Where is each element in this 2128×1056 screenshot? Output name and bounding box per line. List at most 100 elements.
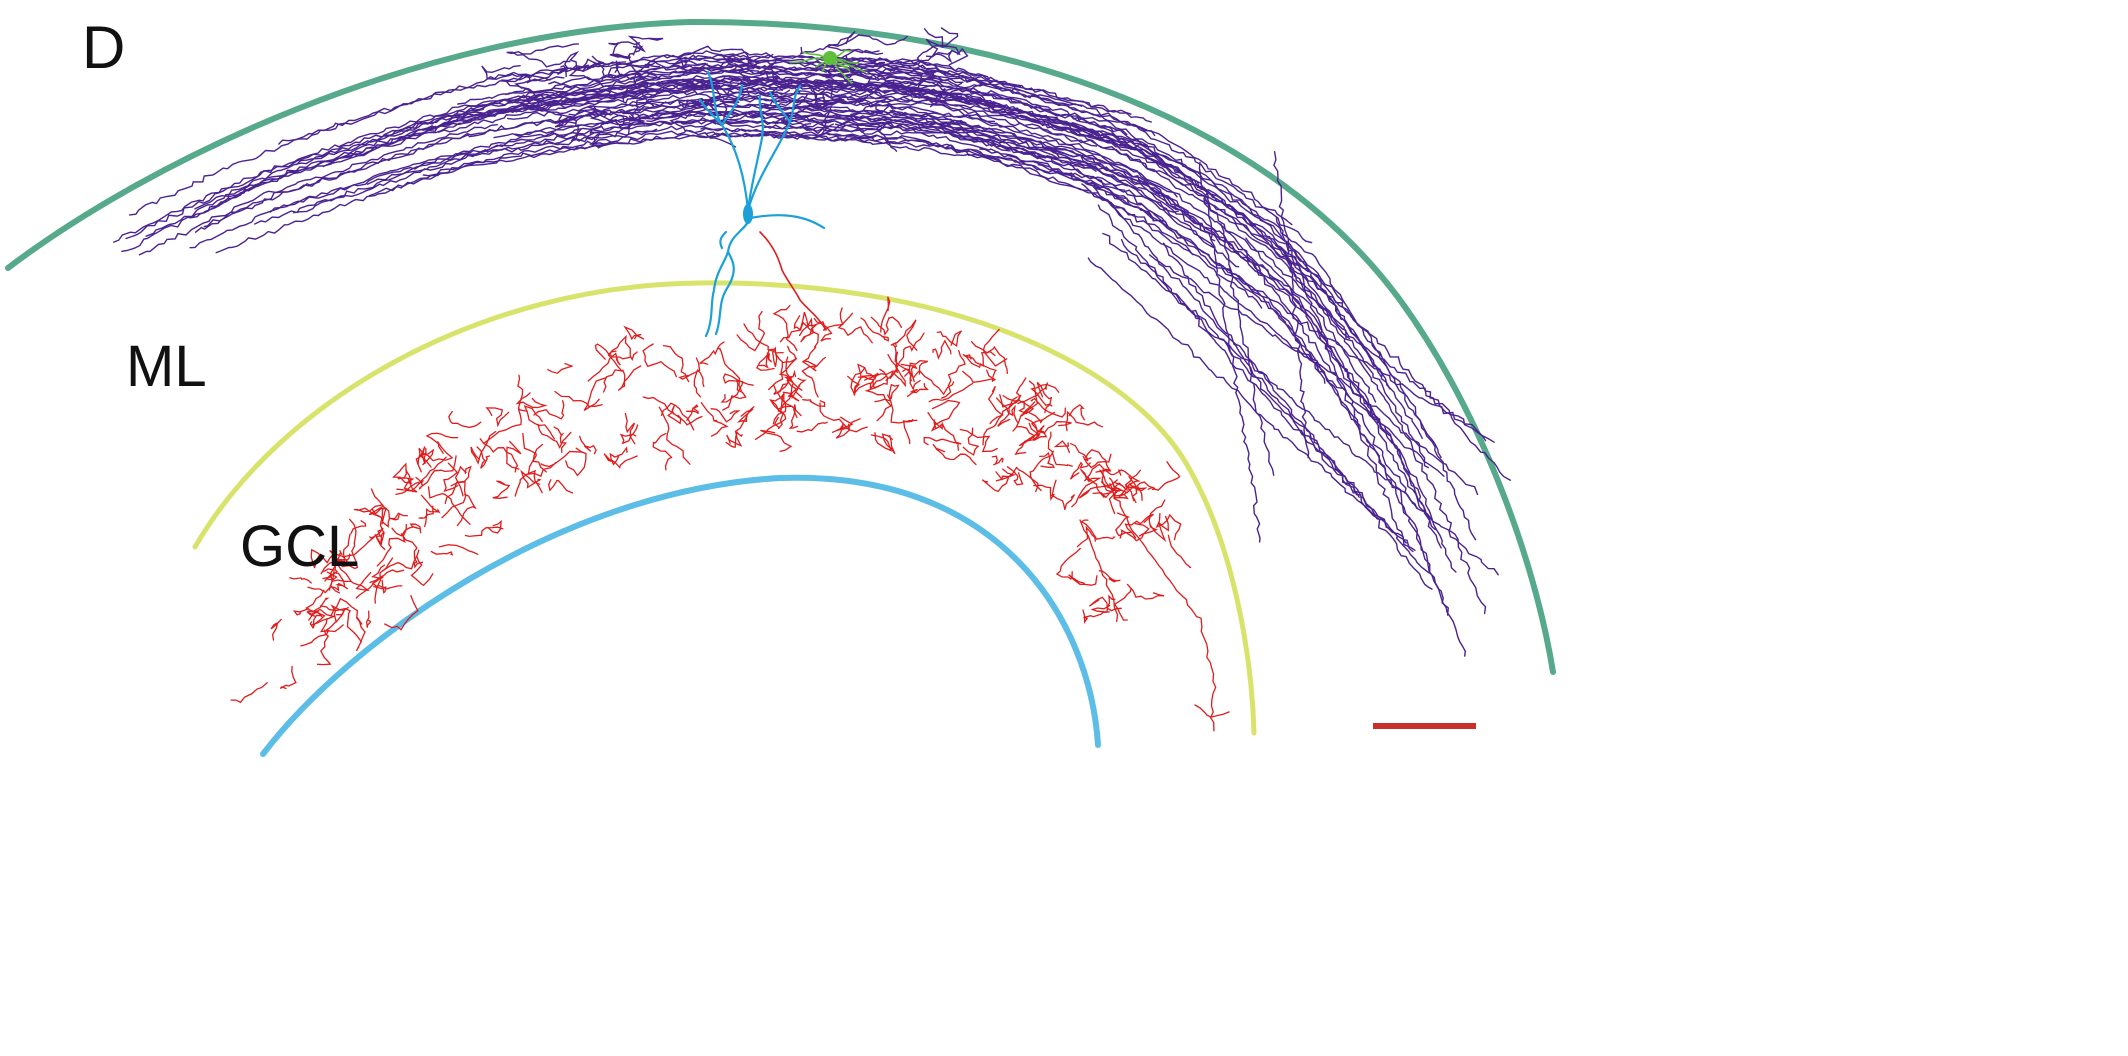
red-axon-branch	[1039, 451, 1055, 468]
red-axon-branch	[756, 348, 775, 371]
purple-axon-fiber	[1220, 223, 1275, 476]
red-axon-branch	[904, 360, 929, 377]
red-axon-branch	[374, 557, 394, 604]
red-axon-branch	[880, 296, 891, 333]
red-axon-branch	[1069, 461, 1091, 480]
red-axon-branch	[382, 549, 420, 572]
purple-axon-branch	[514, 65, 568, 98]
red-axon-branch	[1055, 547, 1081, 580]
red-axon-branch	[553, 426, 568, 454]
purple-axon-branch	[686, 80, 732, 96]
red-axon-branch	[392, 462, 412, 484]
red-axon-branch	[940, 349, 966, 399]
red-axon-branch	[720, 380, 744, 403]
red-axon-branch	[270, 618, 282, 641]
red-axon-branch	[923, 436, 960, 451]
purple-axon-branch	[825, 30, 884, 56]
purple-axon-fiber	[1041, 146, 1262, 272]
red-axon-branch	[230, 682, 268, 704]
red-axon-branch	[962, 369, 997, 384]
red-axon-branch	[981, 476, 1010, 493]
purple-axon-fiber	[269, 118, 1240, 268]
purple-axon-fiber	[1091, 185, 1433, 590]
red-axon-branch	[970, 340, 1008, 375]
red-axon-branch	[991, 455, 1004, 466]
purple-axon-branch	[810, 86, 865, 104]
granule-cell-dendrite	[748, 214, 826, 230]
purple-axon-branch	[506, 43, 580, 68]
red-axon-branch	[743, 323, 784, 354]
granule-cell-dendrite	[768, 90, 792, 124]
red-axon-branch	[962, 351, 996, 367]
purple-axon-branch	[556, 110, 633, 134]
purple-axon-branch	[727, 55, 759, 85]
red-axon-branch	[316, 629, 332, 666]
red-axon-branch	[454, 465, 467, 497]
purple-axon-fiber	[838, 57, 1152, 123]
red-axon-branch	[772, 346, 783, 367]
red-axon-branch	[355, 569, 405, 599]
red-axon-branch	[400, 533, 424, 569]
red-axon-branch	[1002, 394, 1036, 417]
red-axon-branch	[796, 421, 828, 433]
red-axon-branch	[443, 462, 459, 493]
purple-axon-branch	[827, 61, 886, 81]
red-axon-branch	[514, 469, 543, 497]
red-axon-branch	[533, 400, 565, 420]
red-axon-branch	[624, 412, 636, 445]
red-axon-branch	[374, 531, 386, 551]
red-axon-branch	[642, 343, 677, 378]
red-axon-branch	[1126, 583, 1165, 600]
red-axon-branch	[1082, 609, 1110, 625]
purple-axon-branch	[653, 59, 708, 72]
red-axon-branch	[768, 345, 797, 391]
green-cell-process	[814, 57, 831, 68]
red-axon-branch	[693, 368, 705, 398]
red-axon-branch	[1051, 494, 1076, 510]
red-axon-branch	[885, 351, 906, 388]
red-axon-branch	[807, 307, 844, 332]
red-axon-branch	[579, 435, 597, 455]
purple-axon-fiber	[322, 86, 948, 168]
purple-axon-fiber	[892, 114, 1442, 549]
purple-axon-fiber	[194, 112, 609, 233]
red-axon-branch	[395, 476, 425, 496]
red-axon-branch	[397, 477, 418, 493]
purple-axon-fiber	[1273, 151, 1310, 459]
red-axon-branch	[1151, 461, 1181, 491]
red-axon-branch	[448, 410, 482, 429]
purple-axon-branch	[799, 34, 908, 56]
red-axon-branch	[487, 519, 502, 534]
red-axon-branch	[1047, 431, 1073, 467]
red-axon-branch	[1131, 481, 1156, 502]
red-axon-branch	[332, 571, 372, 592]
ml-gcl-boundary-arc	[192, 280, 1257, 736]
purple-axon-fiber	[1275, 216, 1407, 544]
red-axon-branch	[1014, 434, 1041, 456]
red-axon-branch	[887, 394, 918, 424]
red-axon-branch	[306, 611, 323, 629]
red-axon-branch	[583, 377, 607, 412]
red-axon-branch	[861, 372, 887, 391]
red-axon-branch	[310, 548, 335, 569]
red-axon-branch	[464, 526, 504, 538]
red-axon-branch	[323, 568, 335, 581]
red-axon-stem	[759, 231, 827, 331]
red-axon-branch	[1065, 410, 1104, 432]
red-axon-branch	[890, 319, 918, 351]
purple-axon-branch	[903, 82, 987, 102]
purple-axon-branch	[792, 86, 828, 109]
red-axon-branch	[522, 432, 547, 473]
red-axon-branch	[927, 411, 962, 445]
purple-axon-fiber	[254, 121, 877, 225]
red-axon-branch	[330, 604, 349, 624]
red-axon-branch	[932, 443, 977, 466]
red-axon-branch	[662, 344, 690, 383]
red-axon-branch	[1082, 453, 1112, 469]
outer-boundary-arc	[5, 18, 1556, 675]
red-axon-branch	[1138, 499, 1166, 537]
red-axon-branch	[342, 536, 376, 558]
red-axon-branch	[1120, 469, 1143, 502]
red-axon-branch	[506, 440, 522, 470]
red-axon-branch	[860, 317, 889, 342]
